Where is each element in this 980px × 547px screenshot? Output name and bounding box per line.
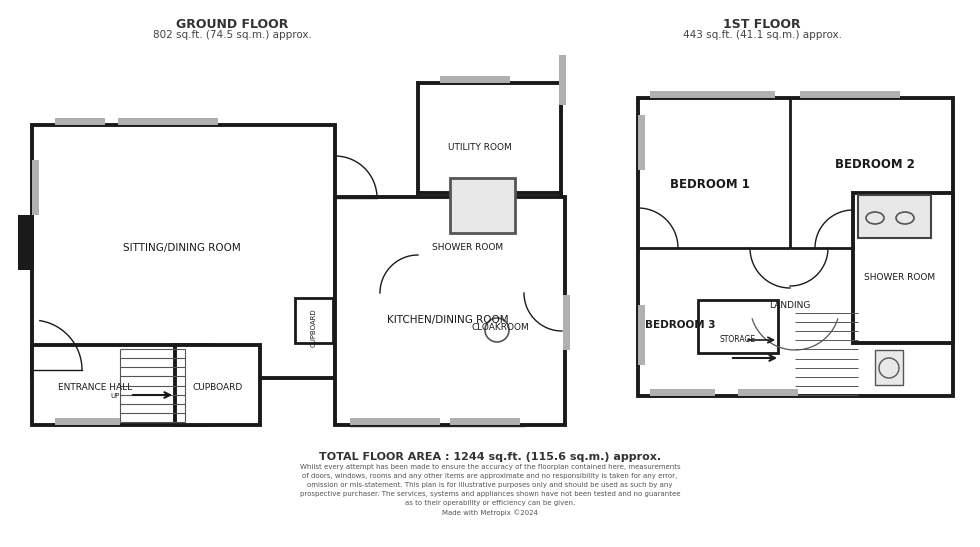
Bar xyxy=(559,55,566,105)
Bar xyxy=(875,350,903,385)
Bar xyxy=(32,345,207,425)
Text: 443 sq.ft. (41.1 sq.m.) approx.: 443 sq.ft. (41.1 sq.m.) approx. xyxy=(682,30,842,40)
Text: omission or mis-statement. This plan is for illustrative purposes only and shoul: omission or mis-statement. This plan is … xyxy=(308,482,672,488)
Bar xyxy=(638,98,953,396)
Bar xyxy=(698,300,778,353)
Bar xyxy=(858,195,931,238)
Bar xyxy=(563,295,570,350)
Text: GROUND FLOOR: GROUND FLOOR xyxy=(175,18,288,31)
Text: SHOWER ROOM: SHOWER ROOM xyxy=(864,274,936,282)
Bar xyxy=(32,160,39,215)
Text: CUPBOARD: CUPBOARD xyxy=(193,383,243,393)
Bar xyxy=(18,215,34,270)
Bar xyxy=(450,178,515,233)
Text: KITCHEN/DINING ROOM: KITCHEN/DINING ROOM xyxy=(387,315,509,325)
Bar xyxy=(853,193,953,343)
Bar xyxy=(175,345,260,425)
Bar xyxy=(738,389,798,396)
Bar xyxy=(455,293,562,366)
Text: TOTAL FLOOR AREA : 1244 sq.ft. (115.6 sq.m.) approx.: TOTAL FLOOR AREA : 1244 sq.ft. (115.6 sq… xyxy=(318,452,662,462)
Text: 1ST FLOOR: 1ST FLOOR xyxy=(723,18,801,31)
Bar xyxy=(418,83,561,195)
Bar xyxy=(450,418,520,425)
Text: ENTRANCE HALL: ENTRANCE HALL xyxy=(58,383,132,393)
Text: STORAGE: STORAGE xyxy=(720,335,756,345)
Bar xyxy=(440,76,510,83)
Bar xyxy=(800,91,900,98)
Text: as to their operability or efficiency can be given.: as to their operability or efficiency ca… xyxy=(405,500,575,506)
Text: LANDING: LANDING xyxy=(769,300,810,310)
Text: UTILITY ROOM: UTILITY ROOM xyxy=(448,143,512,153)
Bar xyxy=(638,305,645,365)
Bar xyxy=(350,418,525,428)
Bar xyxy=(55,118,105,125)
Bar xyxy=(418,193,561,296)
Text: SITTING/DINING ROOM: SITTING/DINING ROOM xyxy=(123,243,241,253)
Text: BEDROOM 2: BEDROOM 2 xyxy=(835,159,915,172)
Text: of doors, windows, rooms and any other items are approximate and no responsibili: of doors, windows, rooms and any other i… xyxy=(303,473,677,479)
Bar xyxy=(350,418,440,425)
Bar xyxy=(650,91,775,98)
Bar xyxy=(335,197,565,425)
Text: BEDROOM 3: BEDROOM 3 xyxy=(645,320,715,330)
Text: BEDROOM 1: BEDROOM 1 xyxy=(670,178,750,191)
Text: CUPBOARD: CUPBOARD xyxy=(311,309,317,347)
Text: CLOAKROOM: CLOAKROOM xyxy=(471,323,529,333)
Bar xyxy=(638,115,645,170)
Bar xyxy=(35,348,204,422)
Bar xyxy=(118,118,218,125)
Bar xyxy=(295,298,333,343)
Bar xyxy=(650,389,715,396)
Text: 802 sq.ft. (74.5 sq.m.) approx.: 802 sq.ft. (74.5 sq.m.) approx. xyxy=(153,30,312,40)
Text: Whilst every attempt has been made to ensure the accuracy of the floorplan conta: Whilst every attempt has been made to en… xyxy=(300,464,680,470)
Text: SHOWER ROOM: SHOWER ROOM xyxy=(432,243,504,253)
Text: UP: UP xyxy=(110,393,120,399)
Text: prospective purchaser. The services, systems and appliances shown have not been : prospective purchaser. The services, sys… xyxy=(300,491,680,497)
Text: Made with Metropix ©2024: Made with Metropix ©2024 xyxy=(442,509,538,516)
Bar xyxy=(55,418,120,425)
Bar xyxy=(32,125,335,378)
